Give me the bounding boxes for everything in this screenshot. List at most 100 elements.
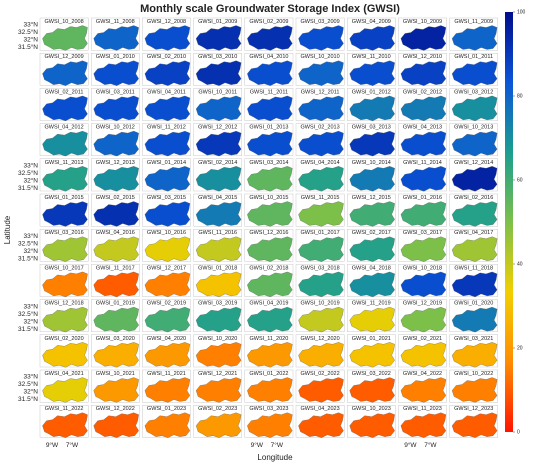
panel-frame — [39, 123, 89, 156]
lat-tick-label: 32.5°N — [18, 380, 38, 388]
gwsi-map — [195, 377, 242, 403]
map-panel: GWSI_02_2016 — [449, 193, 499, 227]
map-panel: GWSI_02_2010 — [142, 53, 191, 86]
panel-frame — [295, 369, 345, 403]
panel-label: GWSI_11_2014 — [403, 160, 442, 166]
colorbar-tick-label: 80 — [517, 93, 523, 99]
panel-label: GWSI_11_2023 — [403, 406, 442, 412]
panel-frame — [142, 158, 191, 192]
map-panel: GWSI_03_2015 — [142, 193, 191, 227]
gwsi-map — [195, 412, 242, 438]
panel-frame — [90, 405, 140, 438]
panel-label: GWSI_03_2009 — [301, 19, 340, 25]
panel-frame — [449, 264, 499, 297]
gwsi-map — [93, 25, 139, 51]
map-panel: GWSI_01_2015 — [39, 193, 89, 227]
panel-frame — [142, 193, 191, 227]
gwsi-map — [93, 166, 139, 192]
panel-label: GWSI_03_2022 — [352, 371, 391, 377]
panel-frame — [398, 123, 447, 156]
lat-tick-label: 31.5°N — [18, 184, 38, 192]
map-panel: GWSI_01_2020 — [449, 299, 499, 333]
gwsi-map — [400, 271, 447, 298]
panel-label: GWSI_12_2022 — [96, 406, 135, 412]
map-panel: GWSI_12_2008 — [142, 17, 191, 51]
gwsi-map — [93, 306, 139, 333]
map-panel: GWSI_11_2023 — [398, 405, 447, 438]
panel-label: GWSI_03_2018 — [301, 265, 340, 271]
map-panel: GWSI_10_2022 — [449, 369, 499, 403]
gwsi-map — [42, 342, 88, 368]
gwsi-map — [195, 201, 242, 227]
map-panel: GWSI_04_2021 — [39, 369, 89, 403]
panel-label: GWSI_11_2010 — [352, 54, 391, 60]
panel-frame — [347, 299, 396, 333]
map-panel: GWSI_12_2022 — [90, 405, 140, 438]
gwsi-map — [247, 60, 293, 86]
panel-label: GWSI_03_2019 — [198, 301, 237, 307]
map-panel: GWSI_01_2016 — [398, 193, 447, 227]
colorbar — [505, 12, 513, 432]
map-panel: GWSI_04_2012 — [39, 123, 89, 157]
map-panel: GWSI_04_2011 — [142, 88, 191, 122]
panel-label: GWSI_11_2021 — [147, 371, 186, 377]
panel-label: GWSI_03_2017 — [403, 230, 442, 236]
gwsi-map — [144, 166, 191, 192]
gwsi-map — [195, 25, 242, 51]
panel-label: GWSI_10_2022 — [454, 371, 493, 377]
gwsi-map — [451, 412, 498, 438]
panel-frame — [90, 158, 140, 192]
gwsi-map — [400, 377, 447, 403]
panel-label: GWSI_10_2020 — [198, 336, 237, 342]
panel-frame — [244, 158, 294, 192]
gwsi-map — [247, 95, 293, 122]
gwsi-map — [451, 271, 498, 298]
panel-label: GWSI_10_2021 — [96, 371, 135, 377]
panel-frame — [90, 369, 140, 403]
panel-frame — [39, 158, 89, 192]
panel-frame — [244, 53, 294, 86]
gwsi-map — [349, 377, 395, 403]
panel-frame — [39, 17, 89, 51]
panel-label: GWSI_03_2021 — [454, 336, 493, 342]
gwsi-map — [349, 60, 395, 86]
panel-frame — [244, 228, 294, 262]
panel-frame — [398, 299, 447, 333]
map-panel: GWSI_03_2009 — [295, 17, 345, 51]
panel-label: GWSI_11_2019 — [352, 301, 391, 307]
gwsi-map — [400, 166, 447, 192]
panel-frame — [398, 405, 447, 438]
panel-label: GWSI_10_2013 — [454, 125, 493, 131]
map-panel: GWSI_01_2017 — [295, 228, 345, 262]
panel-frame — [449, 228, 499, 262]
panel-label: GWSI_04_2021 — [45, 371, 84, 377]
lat-tick-label: 32.5°N — [18, 310, 38, 318]
panel-label: GWSI_04_2012 — [45, 125, 84, 131]
gwsi-map — [247, 271, 293, 298]
map-panel: GWSI_01_2019 — [90, 299, 140, 333]
map-panel: GWSI_03_2020 — [90, 334, 140, 368]
gwsi-map — [298, 201, 344, 227]
panel-frame — [244, 264, 294, 297]
gwsi-map — [195, 60, 242, 86]
panel-frame — [244, 405, 294, 438]
map-panel: GWSI_11_2012 — [142, 123, 191, 157]
panel-label: GWSI_04_2022 — [403, 371, 442, 377]
gwsi-map — [451, 377, 498, 403]
map-panel: GWSI_12_2009 — [39, 53, 89, 86]
gwsi-map — [144, 236, 191, 262]
panel-frame — [193, 228, 243, 262]
lat-tick-label: 33°N — [23, 373, 38, 381]
panel-frame — [347, 264, 396, 297]
gwsi-map — [400, 130, 447, 157]
panel-frame — [347, 88, 396, 121]
panel-label: GWSI_03_2015 — [147, 195, 186, 201]
panel-frame — [449, 88, 499, 121]
panel-frame — [295, 405, 345, 438]
panel-label: GWSI_11_2016 — [198, 230, 237, 236]
map-panel: GWSI_03_2022 — [347, 369, 396, 403]
gwsi-map — [400, 412, 447, 438]
panel-label: GWSI_02_2009 — [249, 19, 288, 25]
gwsi-map — [298, 412, 344, 438]
